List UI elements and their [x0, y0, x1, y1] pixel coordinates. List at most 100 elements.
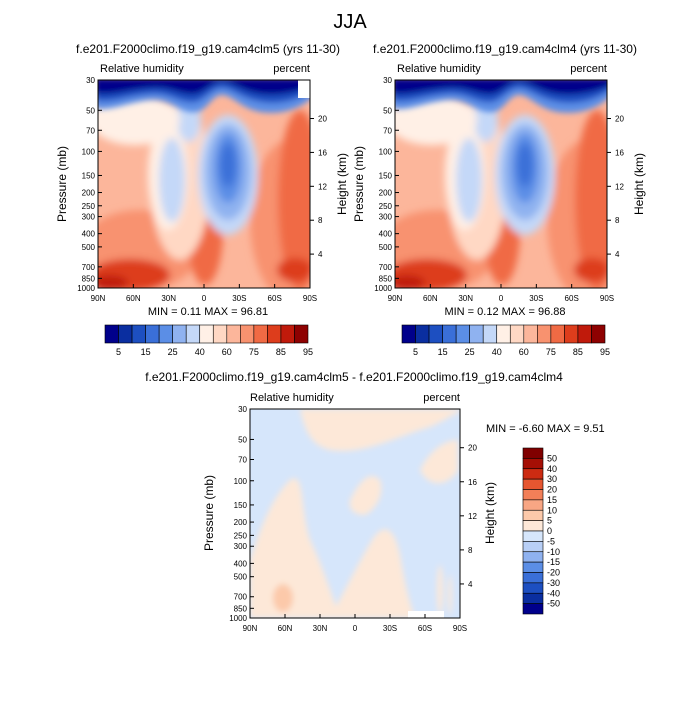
colorbar-box [522, 603, 544, 615]
panel-3-x-ticks: 90N 60N 30N 0 30S 60S 90S [243, 614, 467, 633]
y-tick-label: 70 [86, 126, 95, 135]
panel-2-x-ticks: 90N 60N 30N 0 30S 60S 90S [388, 284, 614, 303]
colorbar-box [577, 324, 592, 344]
panel-cam4clm4: f.e201.F2000climo.f19_g19.cam4clm4 (yrs … [352, 42, 646, 357]
y2-tick-label: 12 [615, 182, 624, 191]
y2-tick-label: 8 [615, 216, 620, 225]
colorbar-label: -50 [547, 599, 560, 609]
y-tick-label: 150 [379, 171, 393, 180]
x-tick-label: 0 [499, 294, 504, 303]
x-tick-label: 60S [268, 294, 282, 303]
colorbar-label: 40 [195, 347, 205, 357]
colorbar-label: 60 [222, 347, 232, 357]
colorbar-box [522, 489, 544, 501]
colorbar-box [522, 551, 544, 563]
panel-2-stats: MIN = 0.12 MAX = 96.88 [444, 306, 565, 318]
colorbar-box [158, 324, 173, 344]
y-tick-label: 400 [234, 559, 248, 568]
panel-1-ylabel-right: Height (km) [335, 153, 349, 215]
panel-3-ylabel-right: Height (km) [483, 482, 497, 544]
panel-1-y2-ticks: 20 16 12 8 4 [310, 115, 327, 259]
colorbar-box [523, 324, 538, 344]
colorbar-label: 25 [465, 347, 475, 357]
colorbar-box [294, 324, 309, 344]
y-tick-label: 1000 [374, 284, 392, 293]
y-tick-label: 500 [234, 573, 248, 582]
colorbar-box [442, 324, 457, 344]
colorbar-box [253, 324, 268, 344]
colorbar-label: 25 [168, 347, 178, 357]
colorbar-label: 85 [573, 347, 583, 357]
colorbar-label: 0 [547, 526, 552, 536]
colorbar-box [226, 324, 241, 344]
y-tick-label: 30 [86, 76, 95, 85]
colorbar-box [522, 499, 544, 511]
colorbar-box [522, 458, 544, 470]
y-tick-label: 100 [82, 147, 96, 156]
x-tick-label: 30N [161, 294, 176, 303]
x-tick-label: 90S [600, 294, 614, 303]
panel-3-title: f.e201.F2000climo.f19_g19.cam4clm5 - f.e… [145, 370, 563, 384]
panel-1-title: f.e201.F2000climo.f19_g19.cam4clm5 (yrs … [76, 42, 340, 56]
x-tick-label: 60N [278, 624, 293, 633]
y-tick-label: 500 [82, 243, 96, 252]
x-tick-label: 90N [243, 624, 258, 633]
colorbar-box [522, 561, 544, 573]
colorbar-box [172, 324, 187, 344]
panel-1-units-label: percent [273, 63, 310, 75]
colorbar-box [522, 509, 544, 521]
panel-3-stats: MIN = -6.60 MAX = 9.51 [486, 423, 605, 435]
colorbar-label: 5 [116, 347, 121, 357]
x-tick-label: 30N [458, 294, 473, 303]
y-tick-label: 50 [383, 106, 392, 115]
y2-tick-label: 12 [318, 182, 327, 191]
panel-3-units-label: percent [423, 392, 460, 404]
panel-2-field [395, 80, 607, 288]
y-tick-label: 200 [82, 189, 96, 198]
panel-3-ylabel: Pressure (mb) [202, 475, 216, 551]
colorbar-label: 50 [547, 453, 557, 463]
y-tick-label: 30 [238, 405, 247, 414]
y-tick-label: 1000 [77, 284, 95, 293]
y2-tick-label: 8 [318, 216, 323, 225]
panel-2-y2-ticks: 20 16 12 8 4 [607, 115, 624, 259]
y-tick-label: 250 [234, 531, 248, 540]
colorbar-box [131, 324, 146, 344]
panel-2-units-label: percent [570, 63, 607, 75]
x-tick-label: 90N [388, 294, 403, 303]
main-title: JJA [333, 11, 367, 33]
y-tick-label: 1000 [229, 614, 247, 623]
colorbar-label: -40 [547, 588, 560, 598]
x-tick-label: 60N [423, 294, 438, 303]
y-tick-label: 300 [234, 542, 248, 551]
panel-2-variable-label: Relative humidity [397, 63, 481, 75]
colorbar-box [522, 530, 544, 542]
colorbar-box [522, 592, 544, 604]
colorbar-box [522, 582, 544, 594]
colorbar-label: 15 [547, 495, 557, 505]
colorbar-label: 75 [249, 347, 259, 357]
colorbar-box [199, 324, 214, 344]
y-tick-label: 70 [383, 126, 392, 135]
colorbar-box [522, 541, 544, 553]
colorbar-box [522, 468, 544, 480]
colorbar-box [522, 478, 544, 490]
y-tick-label: 300 [379, 213, 393, 222]
colorbar-box [509, 324, 525, 344]
panel-3-y2-ticks: 20 16 12 8 4 [460, 444, 477, 589]
y-tick-label: 850 [234, 604, 248, 613]
panel-1-field [98, 80, 310, 288]
colorbar-box [212, 324, 228, 344]
y-tick-label: 150 [82, 171, 96, 180]
y-tick-label: 700 [379, 263, 393, 272]
colorbar-box [564, 324, 579, 344]
y-tick-label: 50 [238, 435, 247, 444]
colorbar-box [401, 324, 416, 344]
y-tick-label: 250 [379, 202, 393, 211]
colorbar-label: -30 [547, 578, 560, 588]
panel-1-ylabel: Pressure (mb) [55, 146, 69, 222]
panel-1-stats: MIN = 0.11 MAX = 96.81 [148, 306, 268, 318]
